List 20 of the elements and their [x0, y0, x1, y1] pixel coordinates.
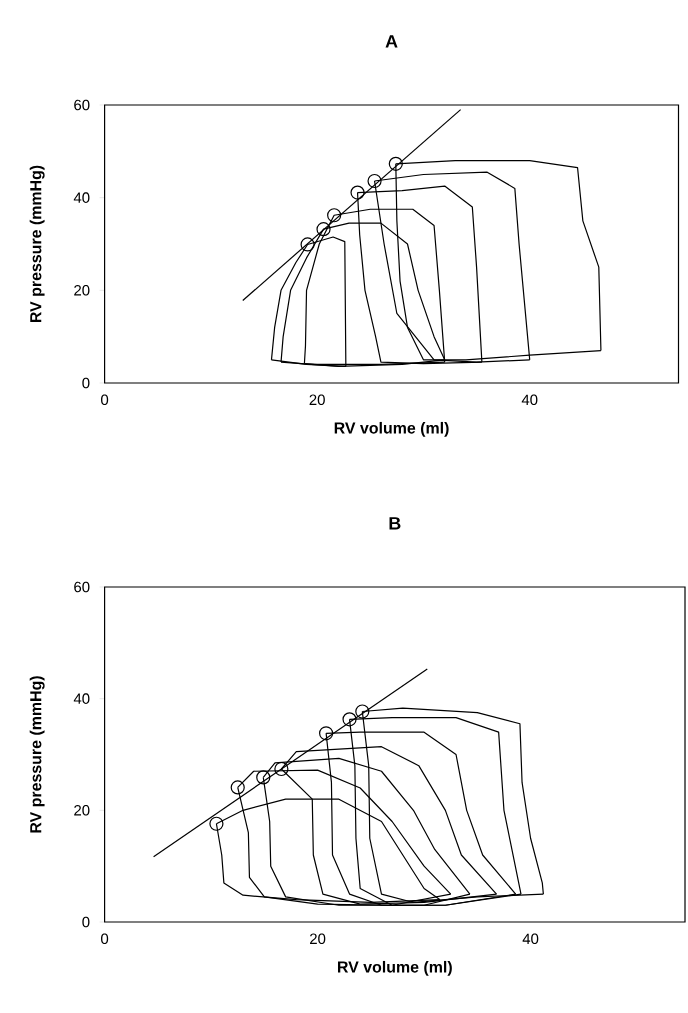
y-axis-title: RV pressure (mmHg) [29, 165, 45, 323]
y-axis-title: RV pressure (mmHg) [29, 676, 45, 833]
y-tick-label: 40 [73, 192, 90, 203]
y-tick-label: 0 [82, 916, 90, 928]
y-tick-label: 60 [74, 99, 90, 111]
y-tick-label: 0 [82, 377, 90, 389]
y-tick-label: 40 [73, 693, 90, 704]
x-tick-label: 20 [310, 933, 326, 945]
x-tick-label: 40 [521, 394, 538, 406]
x-axis-title: RV volume (ml) [334, 421, 449, 437]
x-axis-title: RV volume (ml) [337, 960, 452, 976]
y-tick-label: 20 [74, 805, 90, 816]
y-tick-label: 20 [74, 285, 90, 296]
x-tick-label: 0 [101, 394, 109, 406]
chart-title: B [389, 517, 401, 530]
x-tick-label: 20 [309, 394, 325, 406]
x-tick-label: 0 [101, 933, 109, 945]
chart-title: A [385, 35, 398, 48]
x-tick-label: 40 [522, 933, 539, 945]
y-tick-label: 60 [74, 581, 90, 593]
